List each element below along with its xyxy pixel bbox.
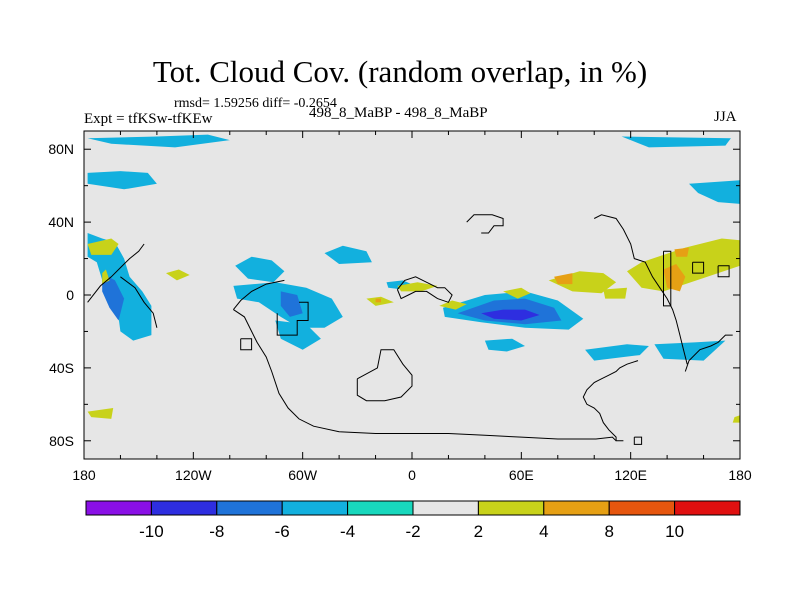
coastline-indonesia-box — [633, 436, 643, 445]
x-tick-label: 60E — [509, 467, 534, 483]
colorbar-label: 2 — [474, 522, 483, 541]
chart-title: Tot. Cloud Cov. (random overlap, in %) — [152, 54, 648, 89]
anomaly-region-indianocean-south-cyan — [484, 338, 525, 352]
anomaly-region-northpacific-yellow — [627, 238, 740, 292]
runs-label: 498_8_MaBP - 498_8_MaBP — [309, 105, 488, 121]
colorbar-swatch — [477, 500, 545, 516]
coastline-indonesia-south — [582, 360, 639, 442]
stats-label: rmsd= 1.59256 diff= -0.2654 — [174, 96, 337, 111]
coastline-south-america-coast — [233, 279, 285, 310]
colorbar-label: -8 — [209, 522, 224, 541]
colorbar-label: -6 — [275, 522, 290, 541]
anomaly-region-china-orange — [554, 273, 573, 285]
colorbar-label: -4 — [340, 522, 355, 541]
colorbar-swatch — [85, 500, 152, 516]
colorbar-swatch — [347, 500, 414, 516]
y-tick-label: 80S — [49, 433, 74, 449]
anomaly-region-npacific-cyan — [87, 171, 157, 190]
y-tick-label: 0 — [66, 287, 74, 303]
x-tick-label: 180 — [72, 467, 96, 483]
colorbar-swatch — [281, 500, 349, 516]
anomaly-region-southamerica-cyan — [275, 320, 321, 350]
coastline-south-america-west — [233, 309, 617, 442]
colorbar-label: -2 — [405, 522, 420, 541]
anomaly-region-southatlantic-yellow — [87, 408, 114, 419]
x-tick-label: 60W — [288, 467, 318, 483]
anomaly-region-westpacific-yellow — [87, 238, 119, 255]
anomaly-region-indian-yellow — [439, 300, 467, 310]
anomaly-region-arctic-cyan — [87, 134, 230, 148]
anomaly-field — [87, 134, 740, 445]
colorbar-label: -10 — [139, 522, 164, 541]
anomaly-region-southern-yellow — [732, 415, 740, 423]
coastline-africa-north — [396, 276, 453, 303]
x-tick-label: 0 — [408, 467, 416, 483]
colorbar: -10 -8 -6 -4 -2 2 4 8 10 — [85, 500, 741, 541]
anomaly-region-asia-cyan — [689, 180, 740, 204]
coastline-asia-coast — [593, 214, 688, 365]
anomaly-region-australia-sw-cyan — [585, 344, 649, 361]
colorbar-swatch — [412, 500, 479, 516]
x-tick-label: 180 — [728, 467, 752, 483]
anomaly-region-arctic-east-cyan — [621, 136, 731, 148]
coastline-brazil-box — [240, 338, 253, 351]
coastline-japan-box — [663, 250, 672, 307]
coastline-arabia — [466, 214, 504, 234]
coastline-africa-east — [356, 349, 413, 402]
anomaly-region-northpacific-orange-2 — [674, 247, 689, 257]
anomaly-region-sahel-yellow — [397, 282, 438, 292]
coastline-central-america — [120, 276, 158, 328]
experiment-label: Expt = tfKSw-tfKEw — [84, 111, 213, 127]
colorbar-swatch — [216, 500, 283, 516]
anomaly-region-mexico-blue — [102, 273, 125, 321]
anomaly-region-pacific-yellow-2 — [166, 269, 190, 281]
colorbar-swatch — [674, 500, 741, 516]
colorbar-swatch — [608, 500, 676, 516]
coastline-southeast-asia — [684, 334, 733, 372]
colorbar-label: 10 — [665, 522, 684, 541]
map-axes: 180 120W 60W 0 60E 120E 180 80N 40N 0 40S 80S — [48, 130, 752, 483]
anomaly-region-natlantic-cyan — [324, 245, 372, 264]
map-background — [84, 131, 740, 459]
anomaly-region-caribbean-cyan — [235, 256, 285, 283]
colorbar-swatch — [543, 500, 610, 516]
anomaly-region-mexico-cyan — [87, 233, 152, 341]
map-plot-area — [84, 131, 740, 459]
x-tick-label: 120W — [175, 467, 212, 483]
x-tick-label: 120E — [614, 467, 647, 483]
anomaly-region-amazon-blue — [280, 291, 303, 317]
anomaly-region-coral-yellow — [603, 287, 627, 299]
season-label: JJA — [714, 109, 737, 125]
coastline-andes-box — [276, 301, 309, 336]
anomaly-region-nz-cyan — [654, 340, 726, 361]
y-tick-label: 40S — [49, 360, 74, 376]
anomaly-region-guinea-orange — [375, 298, 381, 303]
coastline-north-america-west-coast — [87, 243, 145, 303]
y-tick-label: 40N — [48, 214, 74, 230]
colorbar-label: 8 — [604, 522, 613, 541]
coastline-australia-east — [717, 265, 730, 278]
colorbar-label: 4 — [539, 522, 548, 541]
coastline-philippines — [692, 261, 705, 274]
anomaly-region-tibet-yellow — [503, 287, 531, 299]
anomaly-region-northpacific-orange-1 — [663, 264, 686, 292]
y-tick-label: 80N — [48, 141, 74, 157]
anomaly-region-indian-blue-2 — [481, 309, 540, 321]
colorbar-swatch — [150, 500, 218, 516]
